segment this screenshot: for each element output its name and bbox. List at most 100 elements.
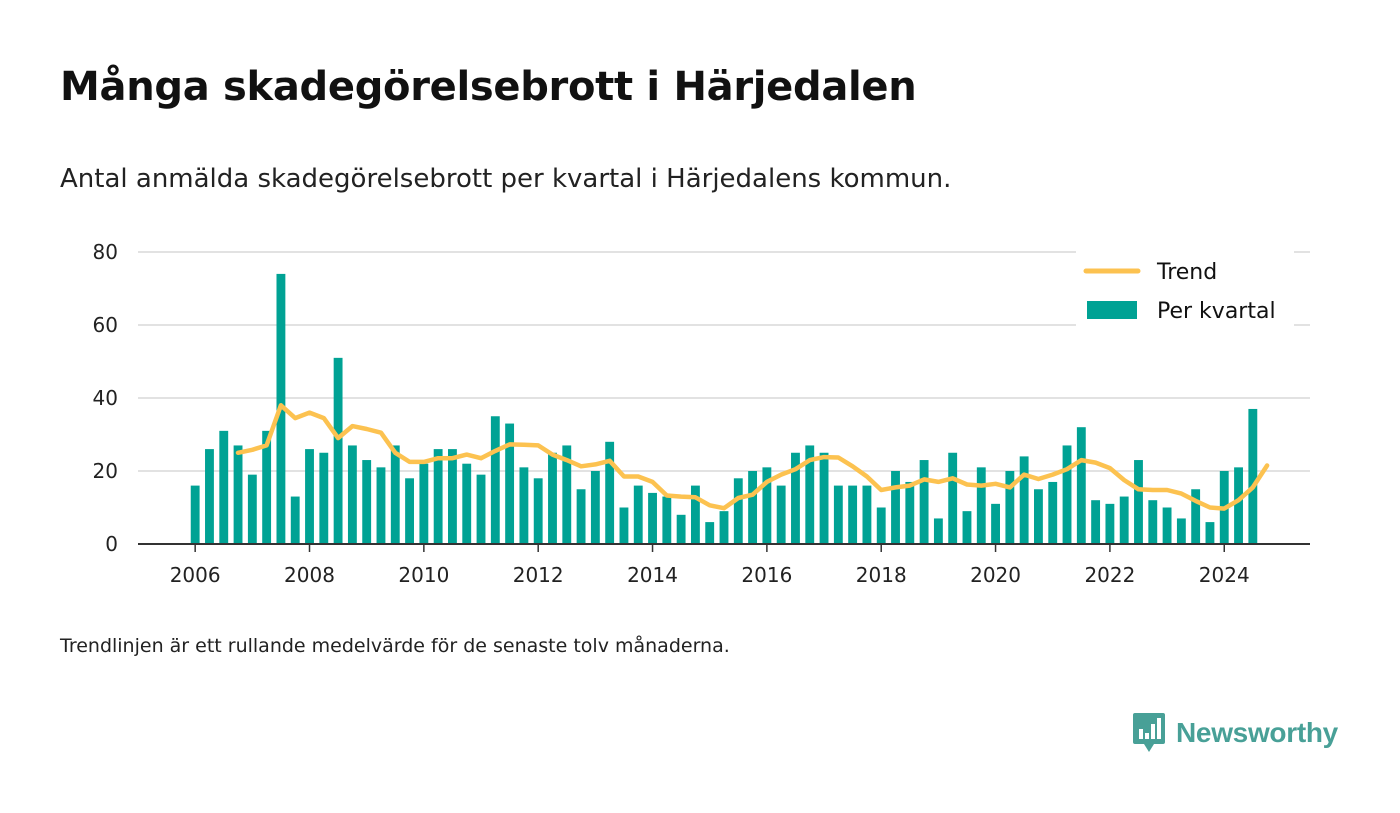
newsworthy-logo-icon (1133, 713, 1165, 752)
bar (776, 485, 786, 544)
bar (1062, 445, 1072, 544)
bar (1076, 427, 1086, 544)
bar (290, 496, 300, 544)
bar (1019, 456, 1029, 544)
bar (219, 430, 229, 544)
bar (619, 507, 629, 544)
bar (1034, 489, 1043, 544)
bar (833, 485, 843, 544)
footnote: Trendlinjen är ett rullande medelvärde f… (60, 635, 730, 657)
legend-bar-swatch (1087, 301, 1137, 319)
x-tick-label: 2024 (1199, 563, 1250, 587)
bar (905, 481, 915, 544)
bar (891, 471, 900, 544)
bar (1148, 500, 1158, 544)
bar (576, 489, 586, 544)
bar (347, 445, 357, 544)
bar (505, 423, 515, 544)
bar (462, 463, 472, 544)
bar (762, 467, 772, 544)
bar (1248, 408, 1258, 544)
bar (419, 463, 429, 544)
bar (405, 478, 414, 544)
bar (233, 445, 243, 544)
bar (562, 445, 572, 544)
bar (448, 449, 457, 544)
bar (605, 441, 615, 544)
bar (362, 460, 372, 544)
x-tick-label: 2012 (513, 563, 564, 587)
bar (262, 430, 272, 544)
x-tick-label: 2006 (170, 563, 221, 587)
legend-bar-label: Per kvartal (1157, 299, 1276, 324)
x-tick-label: 2020 (970, 563, 1021, 587)
bar (1234, 467, 1243, 544)
trend-bar-chart: 0 20 40 60 80 2006 2008 2010 2012 2014 2016 2018 202… (93, 240, 1310, 587)
bar-series (190, 273, 1258, 544)
bar (805, 445, 815, 544)
y-tick-label: 0 (105, 532, 118, 556)
axes: 0 20 40 60 80 2006 2008 2010 2012 2014 2016 2018 202… (93, 240, 1310, 587)
bar (390, 445, 400, 544)
trend-series (235, 403, 1270, 511)
bar (205, 449, 214, 544)
bar (1162, 507, 1172, 544)
bar (433, 449, 443, 544)
bar (305, 449, 314, 544)
bar (533, 478, 543, 544)
bar (819, 452, 829, 544)
bar (333, 357, 343, 544)
x-tick-label: 2008 (284, 563, 335, 587)
x-tick-label: 2014 (627, 563, 678, 587)
bar (991, 503, 1000, 544)
chart-title: Många skadegörelsebrott i Härjedalen (60, 64, 917, 110)
bar (690, 485, 700, 544)
legend-trend-label: Trend (1156, 260, 1217, 285)
bar (862, 485, 872, 544)
bar (719, 511, 729, 544)
trend-line (235, 403, 1270, 511)
brand-logo: Newsworthy (1132, 712, 1338, 754)
y-tick-label: 20 (93, 459, 118, 483)
bar (190, 485, 200, 544)
bar (733, 478, 743, 544)
bar (962, 511, 972, 544)
x-tick-label: 2022 (1084, 563, 1135, 587)
bar (548, 452, 557, 544)
chart-subtitle: Antal anmälda skadegörelsebrott per kvar… (60, 164, 952, 194)
bar (1176, 518, 1186, 544)
bar (490, 416, 500, 544)
bar (1205, 522, 1215, 544)
brand-name: Newsworthy (1176, 717, 1338, 748)
bar (662, 496, 672, 544)
bar (1091, 500, 1101, 544)
bar (633, 485, 643, 544)
bar (1005, 471, 1015, 544)
bar (1191, 489, 1201, 544)
y-tick-label: 40 (93, 386, 118, 410)
bar (848, 485, 858, 544)
bar (247, 474, 257, 544)
x-tick-label: 2010 (398, 563, 449, 587)
legend: Trend Per kvartal (1076, 250, 1294, 326)
bar (933, 518, 943, 544)
bar (748, 471, 758, 544)
bar (590, 471, 600, 544)
bar (1105, 503, 1115, 544)
bar (519, 467, 529, 544)
bar (1048, 481, 1058, 544)
bar (976, 467, 986, 544)
bar (791, 452, 800, 544)
x-tick-label: 2018 (856, 563, 907, 587)
y-tick-label: 80 (93, 240, 118, 264)
bar (1134, 460, 1143, 544)
bar (476, 474, 486, 544)
y-tick-label: 60 (93, 313, 118, 337)
bar (876, 507, 886, 544)
bar (1119, 496, 1129, 544)
bar (919, 460, 929, 544)
bar (705, 522, 715, 544)
bar (676, 514, 686, 544)
bar (319, 452, 329, 544)
x-tick-label: 2016 (741, 563, 792, 587)
